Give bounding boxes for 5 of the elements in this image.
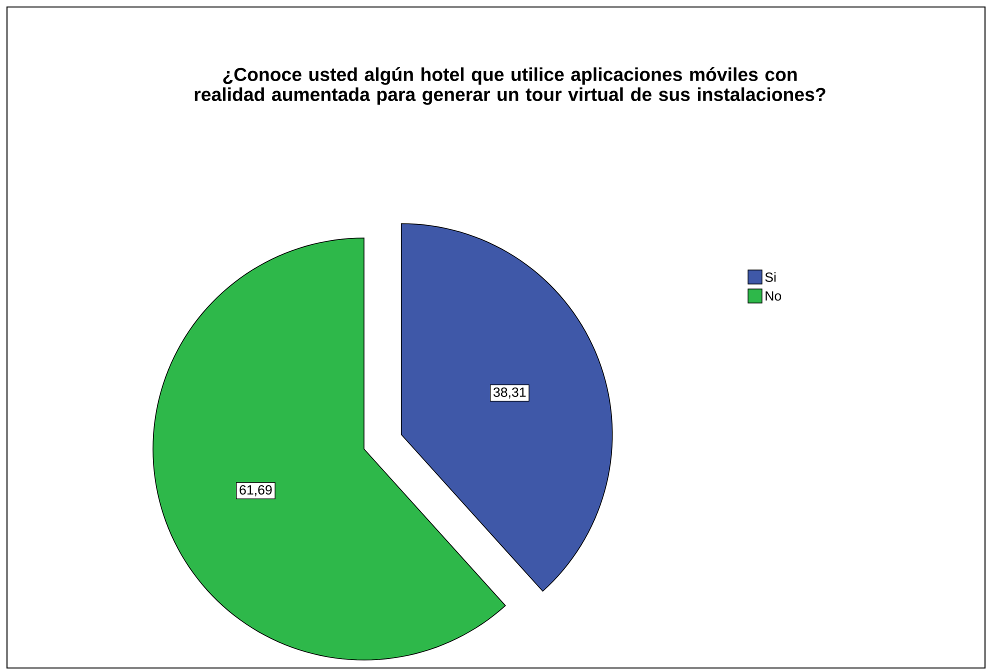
legend-label: No xyxy=(766,291,782,301)
data-label: 38,31 xyxy=(493,387,526,398)
chart-title: ¿Conoce usted algún hotel que utilice aplicaciones móviles con realidad aumentada para generar un tour virtual de sus instalaciones? xyxy=(194,67,826,105)
data-label: 61,69 xyxy=(240,485,272,496)
legend-label: Si xyxy=(765,272,776,282)
